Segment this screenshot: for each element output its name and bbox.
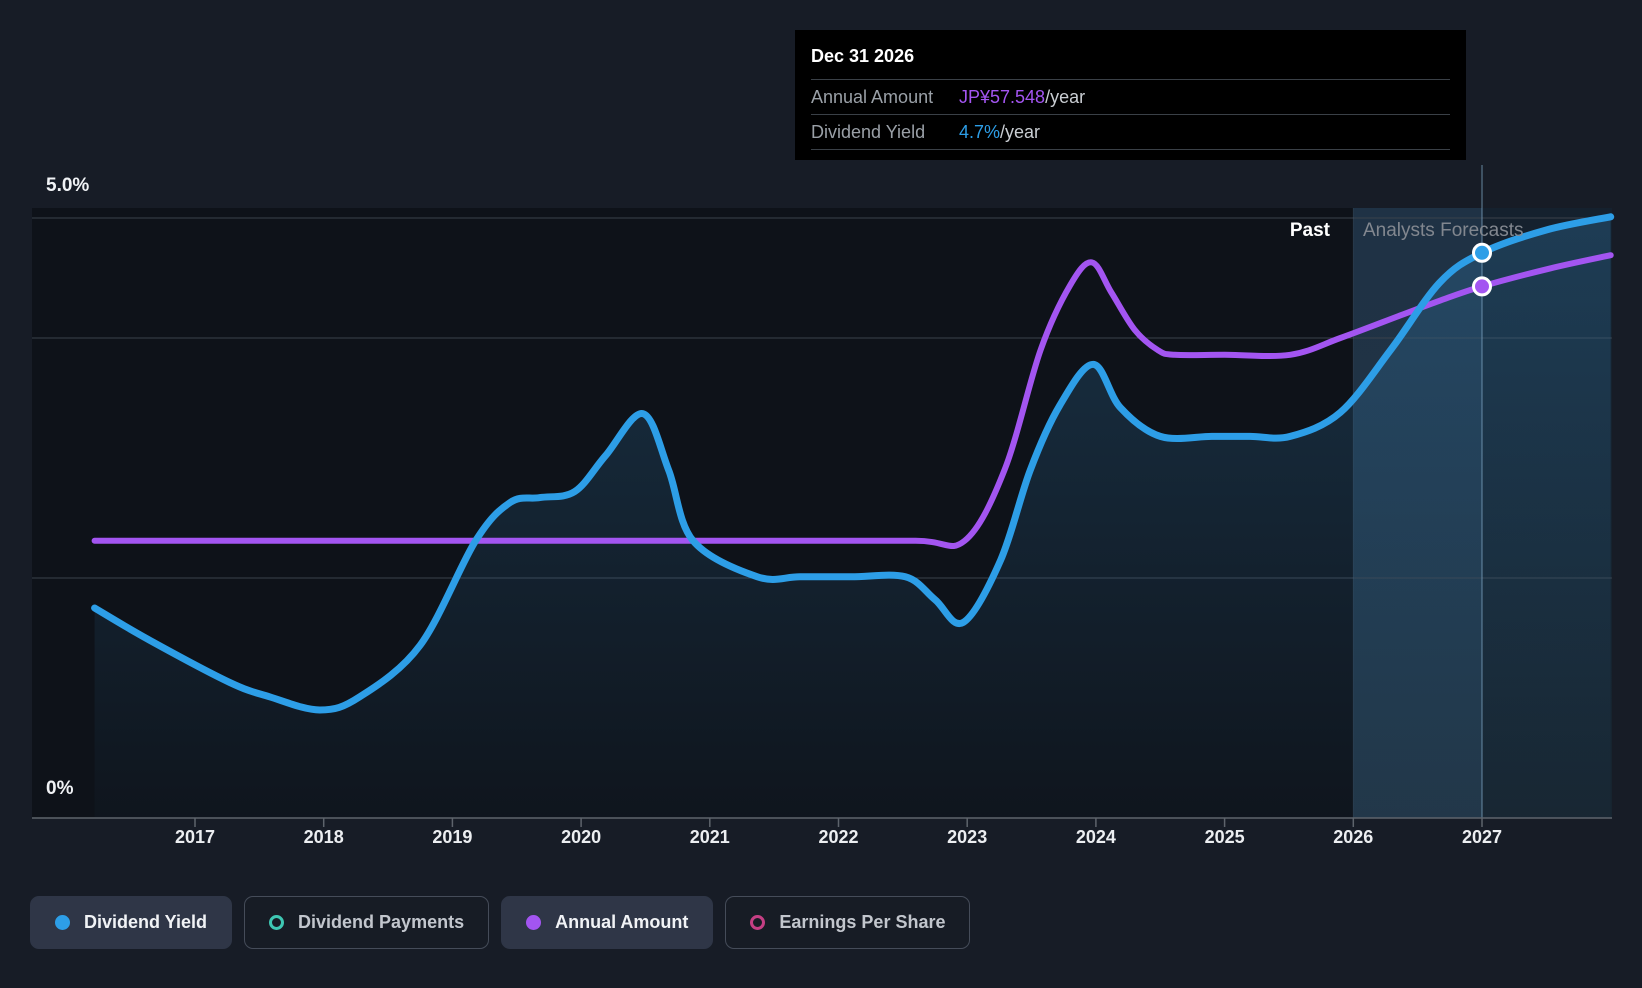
year-label: 2022 [818, 827, 859, 847]
year-label: 2027 [1461, 827, 1503, 847]
x-axis-ticks [194, 818, 1483, 827]
dividend-yield-line [91, 213, 1615, 714]
legend-item-label: Earnings Per Share [779, 912, 946, 932]
legend-item-label: Dividend Yield [84, 912, 208, 932]
earnings-per-share-marker-icon [750, 915, 766, 930]
data-point-marker [1472, 242, 1492, 263]
legend-item-earnings-per-share[interactable]: Earnings Per Share [725, 896, 971, 949]
year-label: 2023 [947, 827, 988, 847]
dividend-yield-marker-icon [55, 915, 70, 930]
tooltip-row-suffix: /year [1045, 86, 1086, 107]
dividend-yield-area [94, 216, 1611, 819]
year-label: 2026 [1333, 827, 1374, 847]
dividend-payments-marker-icon [269, 915, 285, 930]
tooltip: Dec 31 2026 Annual Amount JP¥57.548/year D… [795, 30, 1466, 160]
legend: Dividend Yield Dividend Payments Annual Am… [30, 896, 971, 949]
y-axis-label-bottom: 0% [46, 778, 74, 799]
legend-item-dividend-yield[interactable]: Dividend Yield [30, 896, 233, 949]
legend-item-annual-amount[interactable]: Annual Amount [501, 896, 714, 949]
hover-point-markers [1472, 242, 1492, 297]
tooltip-row-value: JP¥57.548 [959, 86, 1046, 107]
year-label: 2018 [303, 827, 344, 847]
y-axis-label-top: 5.0% [46, 175, 90, 196]
year-label: 2020 [561, 827, 602, 847]
year-label: 2024 [1075, 827, 1116, 847]
year-label: 2017 [174, 827, 216, 847]
tooltip-date-title: Dec 31 2026 [811, 46, 915, 66]
tooltip-row-value: 4.7% [959, 121, 1001, 142]
legend-item-label: Annual Amount [555, 912, 689, 932]
data-point-marker [1472, 276, 1492, 297]
annual-amount-marker-icon [526, 915, 542, 930]
past-region-label: Past [1289, 220, 1330, 241]
legend-item-label: Dividend Payments [298, 912, 465, 932]
year-label: 2019 [432, 827, 473, 847]
annual-amount-line [91, 252, 1614, 549]
year-label: 2025 [1204, 827, 1245, 847]
tooltip-rows: Annual Amount JP¥57.548/year Dividend Yiel… [811, 79, 1450, 150]
year-label: 2021 [689, 827, 730, 847]
forecast-region-label: Analysts Forecasts [1363, 220, 1524, 241]
legend-item-dividend-payments[interactable]: Dividend Payments [244, 896, 490, 949]
tooltip-row-label: Annual Amount [811, 86, 934, 107]
tooltip-row: Dividend Yield 4.7%/year [811, 114, 1450, 150]
tooltip-row-label: Dividend Yield [811, 121, 926, 142]
tooltip-row-suffix: /year [1000, 121, 1041, 142]
tooltip-row: Annual Amount JP¥57.548/year [811, 79, 1450, 114]
